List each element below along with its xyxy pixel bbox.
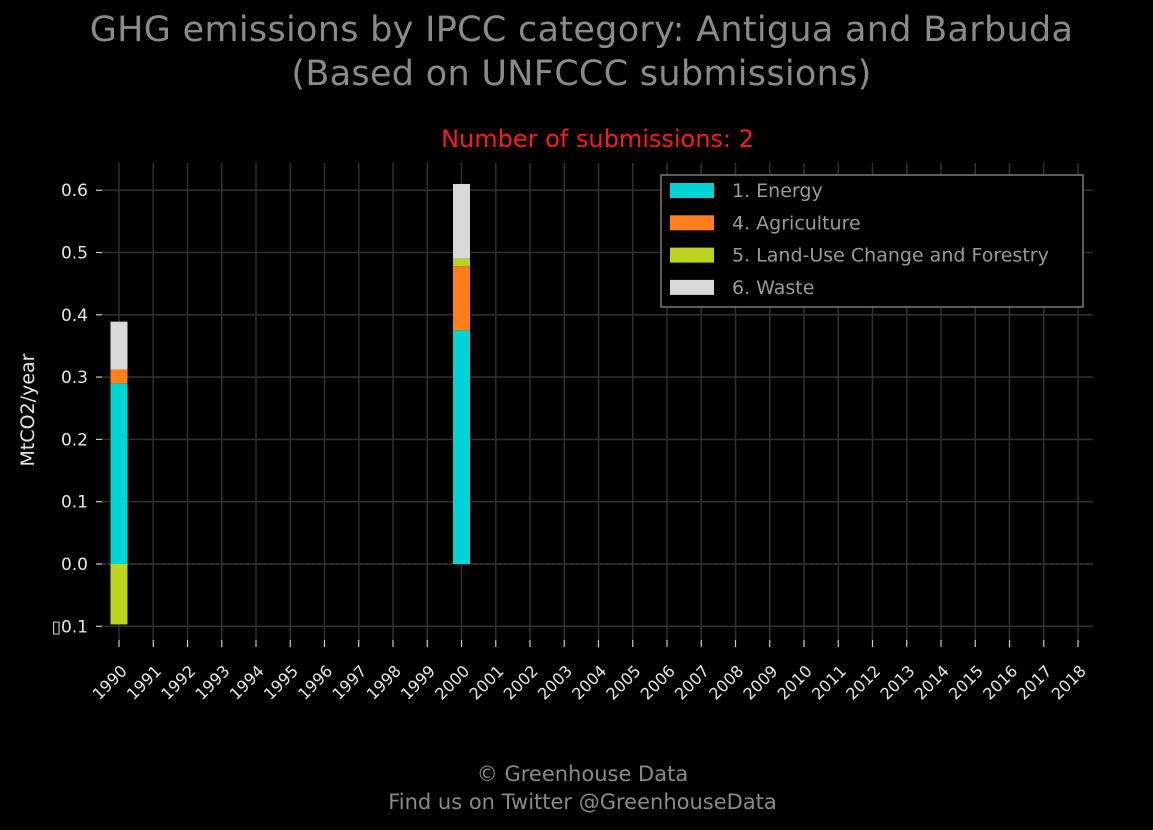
x-tick-label: 2007 — [671, 661, 713, 703]
x-tick-label: 1992 — [157, 661, 199, 703]
chart-subtitle: Number of submissions: 2 — [441, 125, 754, 153]
legend-swatch — [670, 247, 714, 263]
legend-swatch — [670, 215, 714, 231]
x-tick-label: 2016 — [979, 661, 1021, 703]
legend-swatch — [670, 183, 714, 198]
x-tick-label: 2006 — [637, 661, 679, 703]
x-tick-label: 1993 — [191, 661, 233, 703]
bar-segment — [453, 183, 470, 259]
x-tick-label: 1995 — [260, 661, 302, 703]
x-tick-label: 1996 — [294, 661, 336, 703]
x-tick-label: 2017 — [1013, 661, 1055, 703]
x-tick-label: 2018 — [1048, 661, 1090, 703]
x-tick-label: 2000 — [431, 661, 473, 703]
bar-segment — [453, 258, 470, 267]
x-tick-label: 2009 — [739, 661, 781, 703]
x-tick-label: 2001 — [465, 661, 507, 703]
legend-box — [660, 174, 1084, 308]
bar-segment — [110, 564, 128, 625]
x-tick-label: 2002 — [500, 661, 542, 703]
y-tick-label: 0.1 — [61, 493, 88, 513]
x-tick-label: 2011 — [808, 661, 850, 703]
y-tick-label: 0.0 — [61, 555, 88, 575]
x-tick-label: 2015 — [945, 661, 987, 703]
y-tick-label: 0.3 — [61, 368, 88, 388]
x-tick-label: 1990 — [89, 661, 131, 703]
bar-segment — [453, 330, 470, 564]
legend-label: 6. Waste — [732, 277, 814, 299]
legend-label: 4. Agriculture — [732, 212, 861, 234]
y-tick-label: 0.2 — [61, 430, 88, 450]
y-tick-label: ▯0.1 — [52, 617, 88, 637]
bar-segment — [110, 369, 128, 384]
x-tick-label: 2014 — [911, 661, 953, 703]
y-tick-label: 0.6 — [61, 181, 88, 201]
chart-title: GHG emissions by IPCC category: Antigua … — [0, 8, 1153, 96]
legend-swatch — [670, 279, 714, 295]
x-tick-label: 2005 — [602, 661, 644, 703]
footer-twitter: Find us on Twitter @GreenhouseData — [388, 790, 777, 814]
y-tick-label: 0.4 — [61, 306, 88, 326]
y-tick-label: 0.5 — [61, 244, 88, 264]
x-tick-label: 2008 — [705, 661, 747, 703]
x-tick-label: 2003 — [534, 661, 576, 703]
legend-label: 1. Energy — [732, 180, 823, 202]
legend-label: 5. Land-Use Change and Forestry — [732, 245, 1049, 267]
footer-copyright: © Greenhouse Data — [476, 762, 689, 786]
x-tick-label: 2010 — [774, 661, 816, 703]
x-tick-label: 2012 — [842, 661, 884, 703]
chart-title-line2: (Based on UNFCCC submissions) — [291, 54, 872, 94]
x-tick-label: 1998 — [363, 661, 405, 703]
chart-title-line1: GHG emissions by IPCC category: Antigua … — [89, 10, 1074, 50]
x-tick-label: 2013 — [876, 661, 918, 703]
footer: © Greenhouse Data Find us on Twitter @Gr… — [0, 760, 1153, 816]
x-tick-label: 2004 — [568, 661, 610, 703]
x-tick-label: 1997 — [328, 661, 370, 703]
x-tick-label: 1991 — [123, 661, 165, 703]
x-tick-label: 1999 — [397, 661, 439, 703]
bar-segment — [453, 266, 470, 331]
bar-segment — [110, 383, 128, 564]
x-tick-label: 1994 — [226, 661, 268, 703]
bar-segment — [110, 321, 128, 370]
y-axis-label: MtCO2/year — [17, 353, 39, 466]
